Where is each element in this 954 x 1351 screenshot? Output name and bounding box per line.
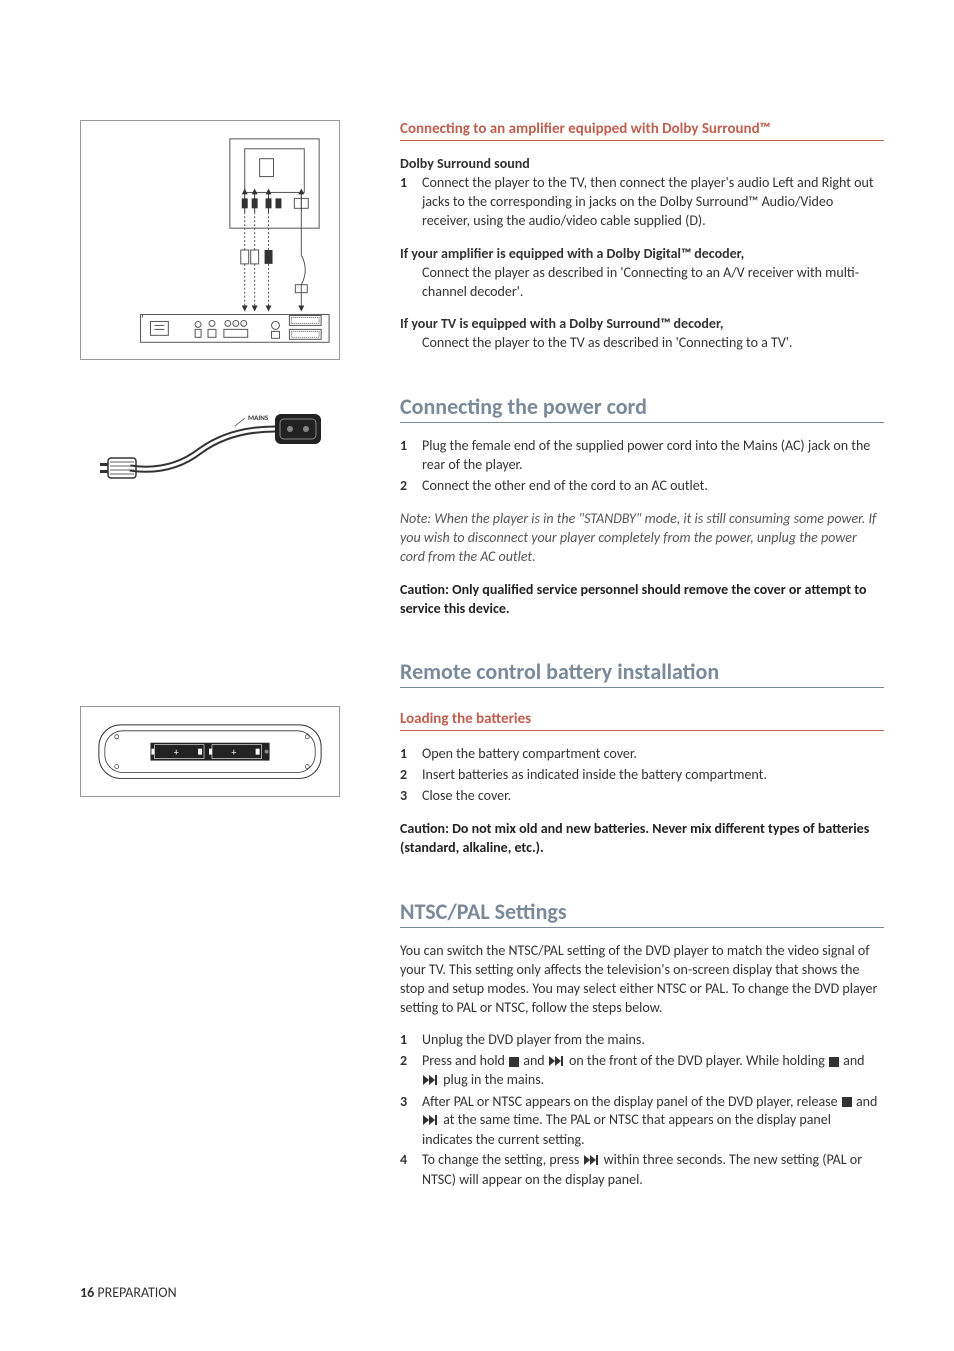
svg-text:MAINS: MAINS (248, 413, 269, 422)
power-cord-diagram: MAINS (80, 396, 340, 496)
text-frag: on the front of the DVD player. While ho… (566, 1052, 828, 1069)
dolby-digital-heading: If your amplifier is equipped with a Dol… (400, 245, 884, 262)
remote-steps: 1 Open the battery compartment cover. 2 … (400, 745, 884, 806)
page-number: 16 (80, 1284, 94, 1301)
stop-icon (829, 1057, 839, 1067)
text-frag: Press and hold (422, 1052, 508, 1069)
section-remote: Remote control battery installation Load… (400, 658, 884, 857)
text-frag: To change the setting, press (422, 1151, 583, 1168)
step-number: 4 (400, 1151, 422, 1189)
stop-icon (842, 1097, 852, 1107)
right-column: Connecting to an amplifier equipped with… (400, 120, 884, 1229)
ntsc-intro: You can switch the NTSC/PAL setting of t… (400, 942, 884, 1018)
remote-caution: Caution: Do not mix old and new batterie… (400, 820, 884, 858)
footer-section: PREPARATION (94, 1284, 176, 1301)
text-frag: and (853, 1093, 878, 1110)
section-ntsc: NTSC/PAL Settings You can switch the NTS… (400, 898, 884, 1190)
step-number: 3 (400, 1093, 422, 1150)
step-text: Plug the female end of the supplied powe… (422, 437, 884, 475)
left-column: MAINS (80, 120, 360, 1229)
dolby-digital-text: Connect the player as described in 'Conn… (400, 264, 884, 302)
page-footer: 16 PREPARATION (80, 1284, 177, 1301)
step-number: 1 (400, 174, 422, 231)
step-text: Connect the player to the TV, then conne… (422, 174, 884, 231)
step-number: 1 (400, 745, 422, 764)
section-dolby-title: Connecting to an amplifier equipped with… (400, 120, 884, 141)
step-text: Close the cover. (422, 787, 884, 806)
dolby-tv-text: Connect the player to the TV as describe… (400, 334, 884, 353)
text-frag: plug in the mains. (440, 1071, 544, 1088)
remote-battery-diagram: + + (80, 706, 340, 797)
section-power: Connecting the power cord 1 Plug the fem… (400, 393, 884, 618)
step-text: Open the battery compartment cover. (422, 745, 884, 764)
dolby-steps: 1 Connect the player to the TV, then con… (400, 174, 884, 231)
fast-forward-icon (549, 1053, 565, 1072)
power-caution: Caution: Only qualified service personne… (400, 581, 884, 619)
step-text: To change the setting, press within thre… (422, 1151, 884, 1189)
text-frag: at the same time. The PAL or NTSC that a… (422, 1111, 831, 1147)
fast-forward-icon (584, 1152, 600, 1171)
section-remote-subtitle: Loading the batteries (400, 710, 884, 731)
dolby-sound-heading: Dolby Surround sound (400, 155, 884, 172)
stop-icon (509, 1057, 519, 1067)
step-text: Insert batteries as indicated inside the… (422, 766, 884, 785)
section-power-title: Connecting the power cord (400, 393, 884, 423)
section-ntsc-title: NTSC/PAL Settings (400, 898, 884, 928)
svg-text:+: + (231, 747, 236, 759)
section-remote-title: Remote control battery installation (400, 658, 884, 688)
step-number: 1 (400, 1031, 422, 1050)
fast-forward-icon (423, 1112, 439, 1131)
ntsc-steps: 1 Unplug the DVD player from the mains. … (400, 1031, 884, 1189)
power-note: Note: When the player is in the "STANDBY… (400, 510, 884, 567)
text-frag: After PAL or NTSC appears on the display… (422, 1093, 841, 1110)
step-text: After PAL or NTSC appears on the display… (422, 1093, 884, 1150)
text-frag: and (840, 1052, 865, 1069)
step-number: 2 (400, 477, 422, 496)
fast-forward-icon (423, 1072, 439, 1091)
step-number: 2 (400, 766, 422, 785)
power-steps: 1 Plug the female end of the supplied po… (400, 437, 884, 496)
dolby-wiring-diagram (80, 120, 340, 360)
step-text: Unplug the DVD player from the mains. (422, 1031, 884, 1050)
section-dolby: Connecting to an amplifier equipped with… (400, 120, 884, 353)
step-number: 2 (400, 1052, 422, 1090)
step-number: 1 (400, 437, 422, 475)
dolby-tv-heading: If your TV is equipped with a Dolby Surr… (400, 315, 884, 332)
step-text: Connect the other end of the cord to an … (422, 477, 884, 496)
step-number: 3 (400, 787, 422, 806)
step-text: Press and hold and on the front of the D… (422, 1052, 884, 1090)
text-frag: and (520, 1052, 548, 1069)
svg-text:+: + (174, 747, 179, 759)
